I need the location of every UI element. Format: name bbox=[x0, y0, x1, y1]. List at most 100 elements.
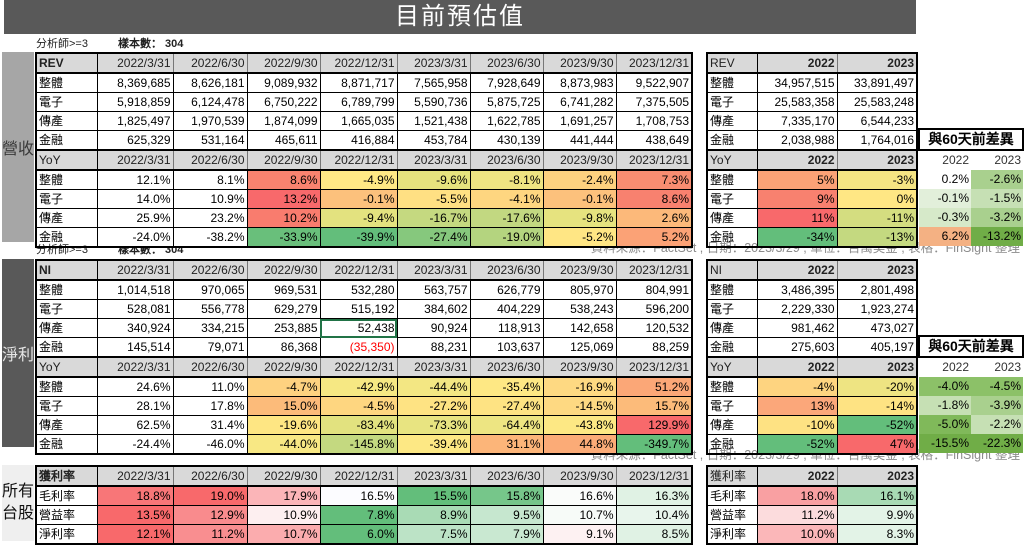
data-cell[interactable]: 12.9% bbox=[172, 505, 248, 525]
data-cell[interactable]: 7,375,505 bbox=[615, 92, 693, 112]
data-cell[interactable]: 2,801,498 bbox=[836, 279, 918, 300]
data-cell[interactable]: 1,923,274 bbox=[836, 299, 918, 319]
data-cell[interactable]: -16.7% bbox=[396, 208, 471, 228]
data-cell[interactable]: 7.9% bbox=[469, 524, 544, 545]
data-cell[interactable]: 1,665,035 bbox=[319, 111, 398, 131]
data-cell[interactable]: -73.3% bbox=[396, 415, 471, 435]
data-cell[interactable]: 11.2% bbox=[172, 524, 248, 545]
data-cell[interactable]: 9.5% bbox=[469, 505, 544, 525]
data-cell[interactable]: 528,081 bbox=[96, 299, 174, 319]
data-cell[interactable]: 804,991 bbox=[615, 279, 693, 300]
data-cell[interactable]: -3% bbox=[836, 169, 918, 190]
data-cell[interactable]: 3,486,395 bbox=[756, 279, 838, 300]
data-cell[interactable]: 16.6% bbox=[542, 485, 617, 506]
data-cell[interactable]: 15.5% bbox=[396, 485, 471, 506]
data-cell[interactable]: 13.2% bbox=[246, 189, 321, 209]
data-cell[interactable]: 253,885 bbox=[246, 318, 321, 338]
data-cell[interactable]: 12.1% bbox=[96, 169, 174, 190]
data-cell[interactable]: 18.0% bbox=[756, 485, 838, 506]
data-cell[interactable]: 28.1% bbox=[96, 396, 174, 416]
data-cell[interactable]: -27.4% bbox=[396, 227, 471, 248]
data-cell[interactable]: 438,649 bbox=[615, 130, 693, 151]
data-cell[interactable]: 5% bbox=[756, 169, 838, 190]
data-cell[interactable]: 1,708,753 bbox=[615, 111, 693, 131]
data-cell[interactable]: 10.4% bbox=[615, 505, 693, 525]
data-cell[interactable]: 1,825,497 bbox=[96, 111, 174, 131]
data-cell[interactable]: 405,197 bbox=[836, 337, 918, 358]
data-cell[interactable]: 473,027 bbox=[836, 318, 918, 338]
data-cell[interactable]: 14.0% bbox=[96, 189, 174, 209]
data-cell[interactable]: -14% bbox=[836, 396, 918, 416]
data-cell[interactable]: 8.5% bbox=[615, 524, 693, 545]
data-cell[interactable]: -1.8% bbox=[919, 396, 971, 415]
data-cell[interactable]: 86,368 bbox=[246, 337, 321, 358]
data-cell[interactable]: -24.4% bbox=[96, 434, 174, 455]
data-cell[interactable]: -0.3% bbox=[919, 208, 971, 227]
data-cell[interactable]: 88,231 bbox=[396, 337, 471, 358]
data-cell[interactable]: 10.9% bbox=[246, 505, 321, 525]
data-cell[interactable]: -0.1% bbox=[542, 189, 617, 209]
data-cell[interactable]: 629,279 bbox=[246, 299, 321, 319]
data-cell[interactable]: -2.4% bbox=[542, 169, 617, 190]
data-cell[interactable]: -2.6% bbox=[971, 170, 1024, 189]
data-cell[interactable]: 103,637 bbox=[469, 337, 544, 358]
data-cell[interactable]: 52,438 bbox=[319, 318, 398, 338]
data-cell[interactable]: 538,243 bbox=[542, 299, 617, 319]
data-cell[interactable]: -5.0% bbox=[919, 415, 971, 434]
data-cell[interactable]: 8.6% bbox=[246, 169, 321, 190]
data-cell[interactable]: 8.6% bbox=[615, 189, 693, 209]
data-cell[interactable]: 275,603 bbox=[756, 337, 838, 358]
data-cell[interactable]: -8.1% bbox=[469, 169, 544, 190]
data-cell[interactable]: 62.5% bbox=[96, 415, 174, 435]
data-cell[interactable]: 970,065 bbox=[172, 279, 248, 300]
data-cell[interactable]: 7,565,958 bbox=[396, 72, 471, 93]
data-cell[interactable]: 2,229,330 bbox=[756, 299, 838, 319]
data-cell[interactable]: 532,280 bbox=[319, 279, 398, 300]
data-cell[interactable]: -46.0% bbox=[172, 434, 248, 455]
data-cell[interactable]: -20% bbox=[836, 376, 918, 397]
data-cell[interactable]: 8.9% bbox=[396, 505, 471, 525]
data-cell[interactable]: 16.3% bbox=[615, 485, 693, 506]
data-cell[interactable]: 15.0% bbox=[246, 396, 321, 416]
data-cell[interactable]: 1,622,785 bbox=[469, 111, 544, 131]
data-cell[interactable]: 2.6% bbox=[615, 208, 693, 228]
data-cell[interactable]: 17.9% bbox=[246, 485, 321, 506]
data-cell[interactable]: -35.4% bbox=[469, 376, 544, 397]
data-cell[interactable]: -64.4% bbox=[469, 415, 544, 435]
data-cell[interactable]: 8.3% bbox=[836, 524, 918, 545]
data-cell[interactable]: -4.9% bbox=[319, 169, 398, 190]
data-cell[interactable]: -10% bbox=[756, 415, 838, 435]
data-cell[interactable]: 10.9% bbox=[172, 189, 248, 209]
data-cell[interactable]: 33,891,497 bbox=[836, 72, 918, 93]
data-cell[interactable]: -17.6% bbox=[469, 208, 544, 228]
data-cell[interactable]: -3.9% bbox=[971, 396, 1024, 415]
data-cell[interactable]: -4.5% bbox=[971, 377, 1024, 396]
data-cell[interactable]: 15.8% bbox=[469, 485, 544, 506]
data-cell[interactable]: 5.2% bbox=[615, 227, 693, 248]
data-cell[interactable]: -19.6% bbox=[246, 415, 321, 435]
data-cell[interactable]: 44.8% bbox=[542, 434, 617, 455]
data-cell[interactable]: 7.8% bbox=[319, 505, 398, 525]
data-cell[interactable]: 88,259 bbox=[615, 337, 693, 358]
data-cell[interactable]: 9% bbox=[756, 189, 838, 209]
data-cell[interactable]: 430,139 bbox=[469, 130, 544, 151]
data-cell[interactable]: 6.0% bbox=[319, 524, 398, 545]
data-cell[interactable]: 6,741,282 bbox=[542, 92, 617, 112]
data-cell[interactable]: -19.0% bbox=[469, 227, 544, 248]
data-cell[interactable]: 25.9% bbox=[96, 208, 174, 228]
data-cell[interactable]: -44.4% bbox=[396, 376, 471, 397]
data-cell[interactable]: 8,871,717 bbox=[319, 72, 398, 93]
data-cell[interactable]: -33.9% bbox=[246, 227, 321, 248]
data-cell[interactable]: 118,913 bbox=[469, 318, 544, 338]
data-cell[interactable]: 6,124,478 bbox=[172, 92, 248, 112]
data-cell[interactable]: 596,200 bbox=[615, 299, 693, 319]
data-cell[interactable]: 334,215 bbox=[172, 318, 248, 338]
data-cell[interactable]: 47% bbox=[836, 434, 918, 455]
data-cell[interactable]: 563,757 bbox=[396, 279, 471, 300]
data-cell[interactable]: 0.2% bbox=[919, 170, 971, 189]
data-cell[interactable]: 90,924 bbox=[396, 318, 471, 338]
data-cell[interactable]: -15.5% bbox=[919, 434, 971, 453]
data-cell[interactable]: 5,918,859 bbox=[96, 92, 174, 112]
data-cell[interactable]: -4.0% bbox=[919, 377, 971, 396]
data-cell[interactable]: 16.1% bbox=[836, 485, 918, 506]
